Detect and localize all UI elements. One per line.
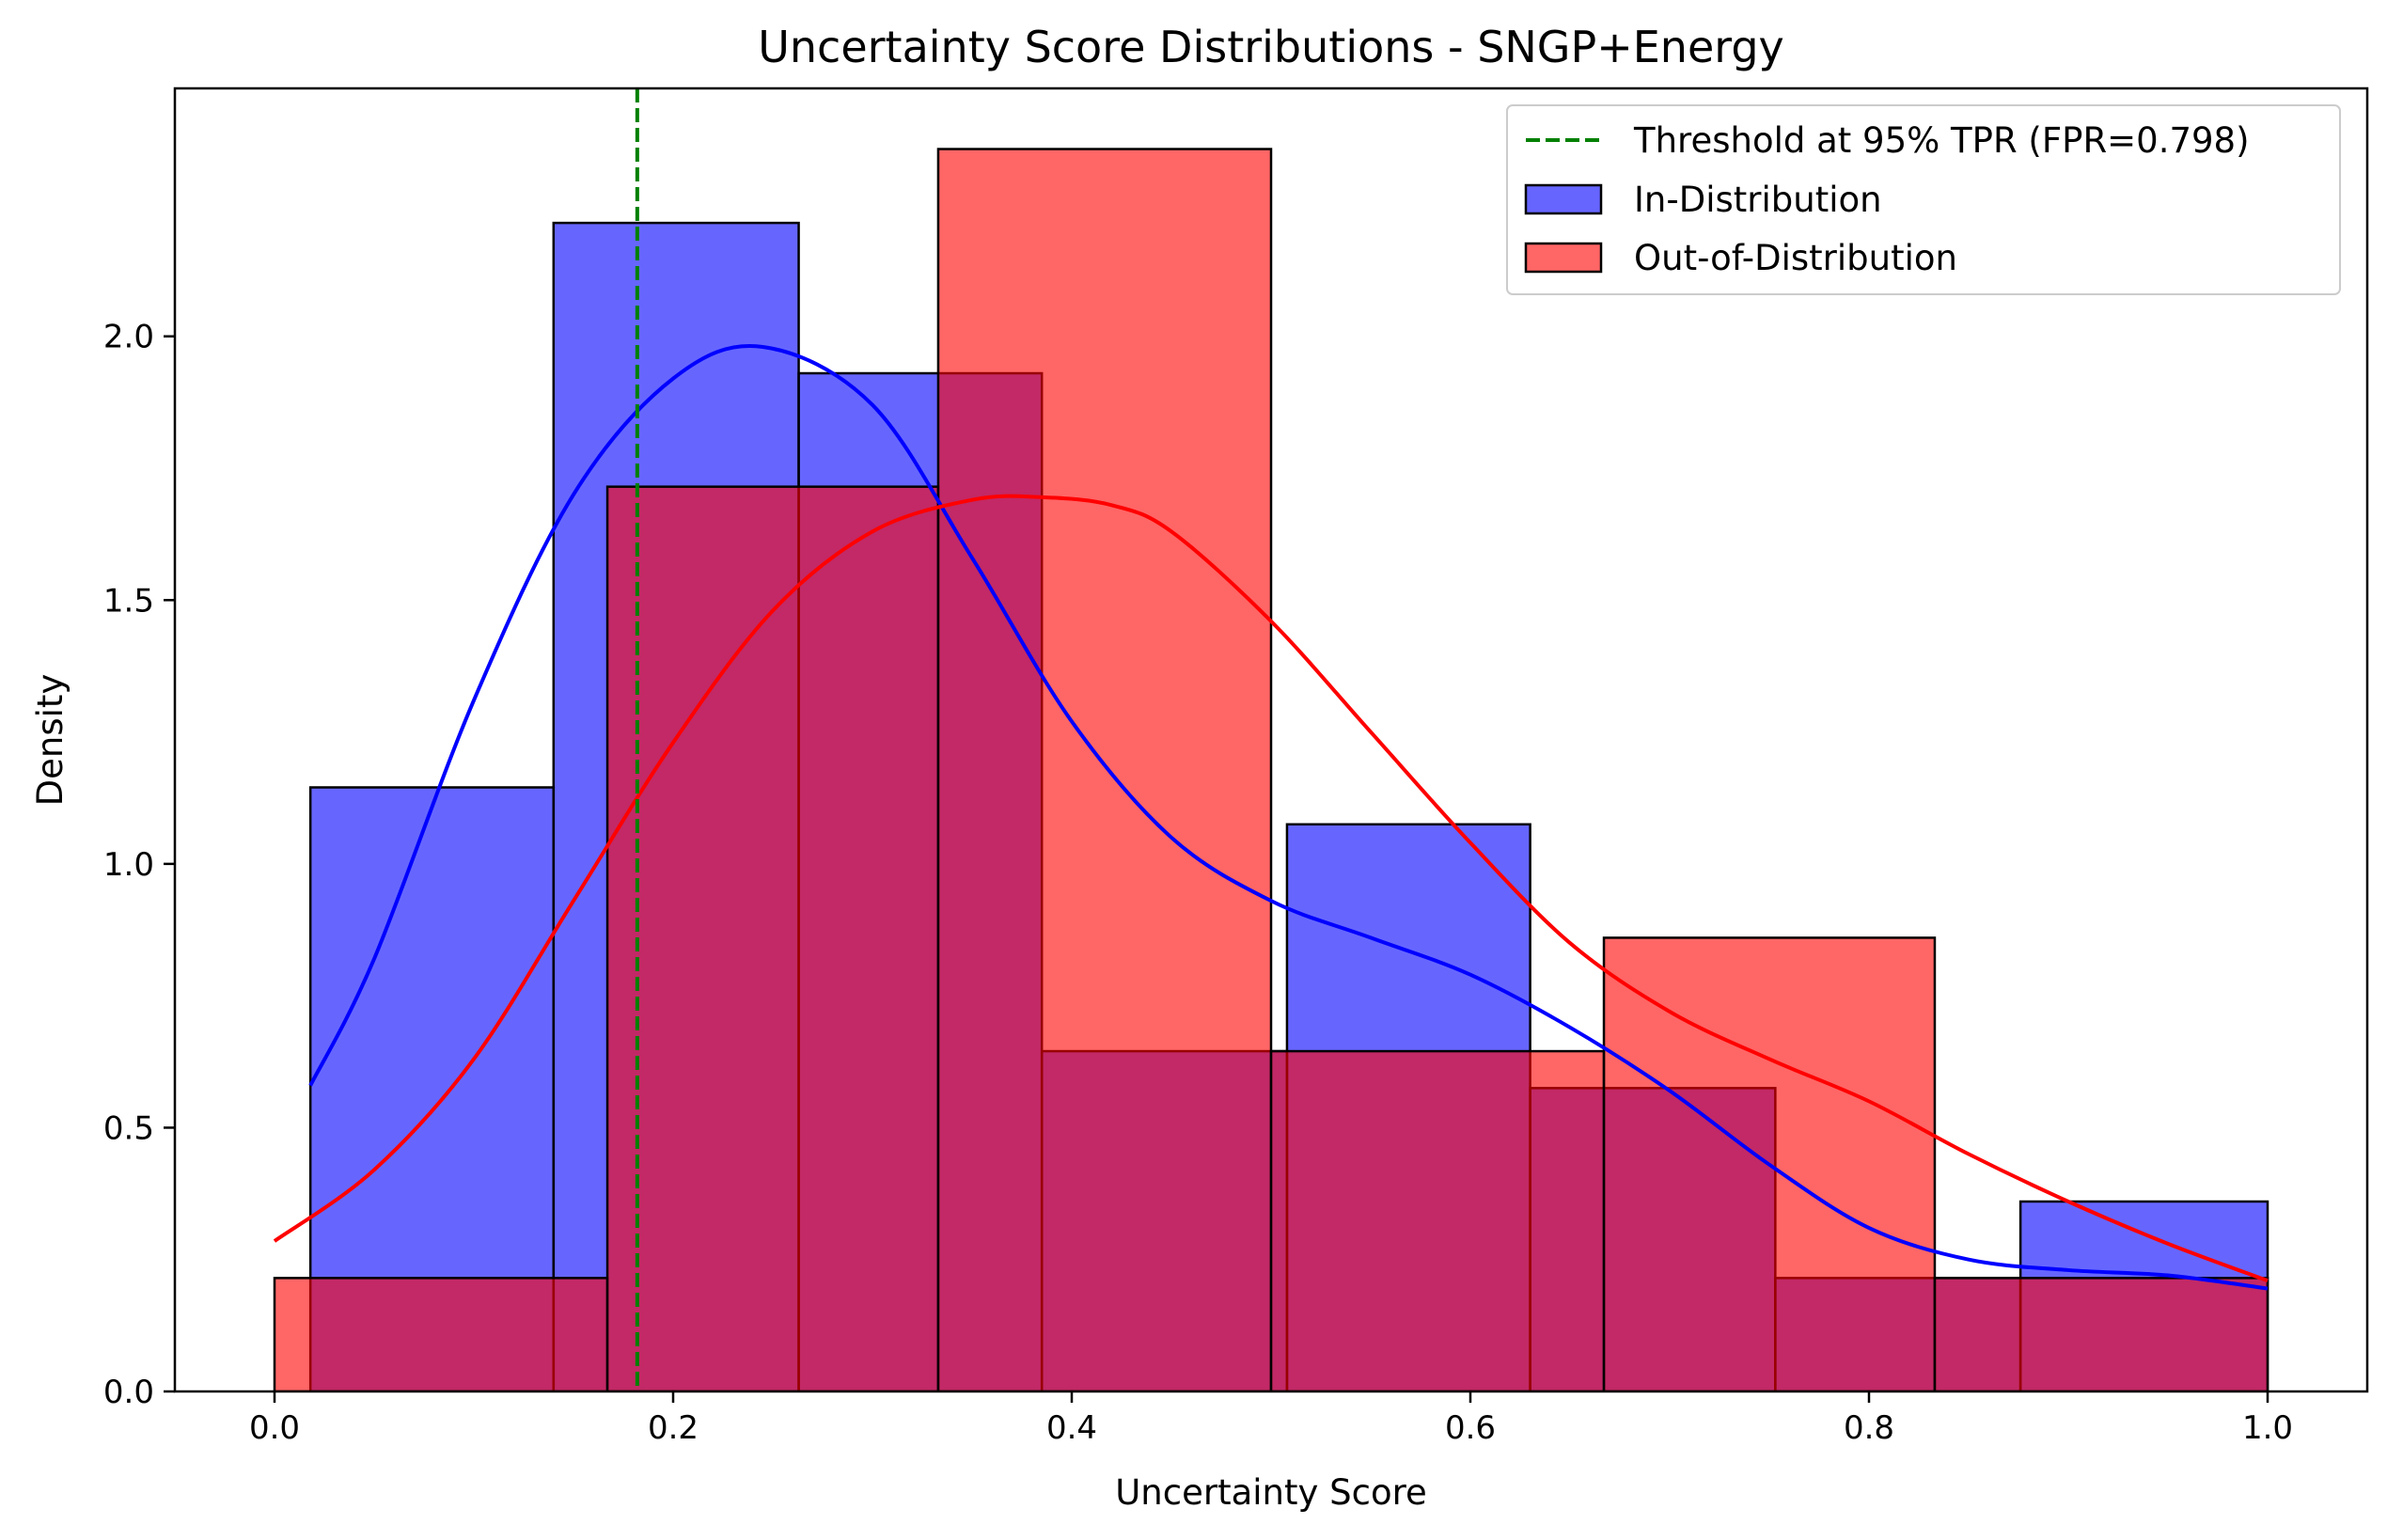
y-tick-label: 2.0 [103, 319, 154, 356]
kde-lines [273, 344, 2269, 1291]
x-tick-label: 0.8 [1844, 1409, 1894, 1447]
plot-frame [173, 86, 2369, 1393]
legend-frame [1506, 104, 2341, 295]
kde-line-out-of-distribution [273, 494, 2269, 1283]
bar-out-of-distribution-2 [936, 148, 1273, 1391]
legend: Threshold at 95% TPR (FPR=0.798) In-Dist… [1506, 104, 2341, 295]
bar-out-of-distribution-5 [1933, 1277, 2269, 1391]
y-tick-label: 1.5 [103, 582, 154, 620]
legend-out-of-distribution-swatch [1524, 242, 1603, 274]
x-tick-label: 1.0 [2242, 1409, 2293, 1447]
x-tick-label: 0.4 [1046, 1409, 1097, 1447]
y-tick-label: 1.0 [103, 846, 154, 884]
legend-threshold-label: Threshold at 95% TPR (FPR=0.798) [1633, 120, 2250, 161]
x-tick-label: 0.6 [1445, 1409, 1496, 1447]
y-tick-label: 0.0 [103, 1374, 154, 1411]
bar-out-of-distribution-0 [273, 1277, 609, 1391]
y-axis-ticks: 0.0 0.5 1.0 1.5 2.0 [103, 319, 175, 1411]
x-axis-ticks: 0.0 0.2 0.4 0.6 0.8 1.0 [249, 1391, 2293, 1447]
legend-in-distribution-swatch [1524, 183, 1603, 215]
legend-out-of-distribution-label: Out-of-Distribution [1634, 238, 1957, 278]
bar-out-of-distribution-1 [605, 485, 940, 1391]
chart-title: Uncertainty Score Distributions - SNGP+E… [758, 22, 1784, 72]
legend-in-distribution-label: In-Distribution [1634, 180, 1882, 220]
x-tick-label: 0.0 [249, 1409, 300, 1447]
x-axis-label: Uncertainty Score [1115, 1472, 1427, 1513]
bar-out-of-distribution-3 [1269, 1049, 1606, 1391]
plot-area [273, 88, 2269, 1391]
y-tick-label: 0.5 [103, 1109, 154, 1147]
y-axis-label: Density [30, 674, 71, 807]
x-tick-label: 0.2 [648, 1409, 699, 1447]
kde-line-in-distribution [308, 344, 2269, 1291]
